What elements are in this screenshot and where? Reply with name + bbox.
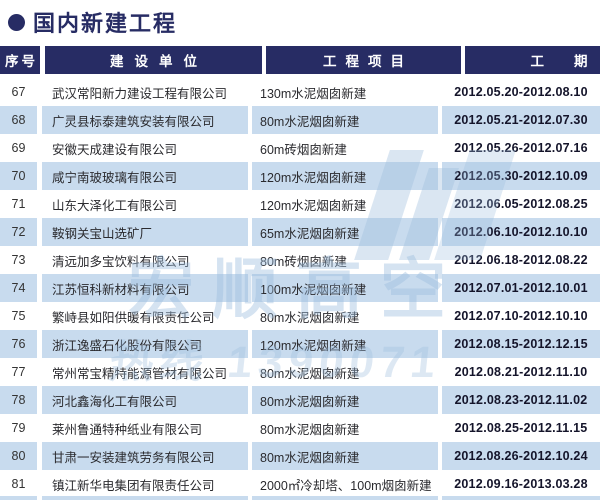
period-cell: 2012.07.10-2012.10.10 (454, 309, 588, 323)
row-number-cell: 70 (0, 162, 37, 190)
row-number-cell: 81 (11, 477, 26, 491)
table-row: 75 繁峙县如阳供暖有限责任公司 80m水泥烟囱新建 2012.07.10-2012.… (0, 302, 600, 330)
column-header-no: 序号 (0, 46, 40, 74)
project-cell: 120m水泥烟囱新建 (260, 198, 367, 213)
project-cell: 2000㎡冷却塔、100m烟囱新建 (260, 478, 432, 493)
company-cell: 武汉常阳新力建设工程有限公司 (52, 86, 228, 101)
table-row: 81 镇江新华电集团有限责任公司 2000㎡冷却塔、100m烟囱新建 2012.09.… (0, 470, 600, 498)
table-row: 68 广灵县标泰建筑安装有限公司 80m水泥烟囱新建 2012.05.21-2012.… (0, 106, 600, 134)
project-cell: 80m水泥烟囱新建 (252, 442, 438, 470)
table-row: 67 武汉常阳新力建设工程有限公司 130m水泥烟囱新建 2012.05.20-201… (0, 78, 600, 106)
period-cell: 2012.06.18-2012.08.22 (454, 253, 588, 267)
period-cell: 2012.08.25-2012.11.15 (454, 421, 588, 435)
table-row: 70 咸宁南玻玻璃有限公司 120m水泥烟囱新建 2012.05.30-2012.10… (0, 162, 600, 190)
table-row: 71 山东大泽化工有限公司 120m水泥烟囱新建 2012.06.05-2012.08… (0, 190, 600, 218)
sliver-cell (42, 496, 248, 500)
table-header-row: 序号 建设单位 工程项目 工期 (0, 46, 600, 74)
period-cell: 2012.09.16-2013.03.28 (454, 477, 588, 491)
row-number-cell: 76 (0, 330, 37, 358)
company-cell: 镇江新华电集团有限责任公司 (52, 478, 215, 493)
column-header-project: 工程项目 (266, 46, 461, 74)
table-row: 69 安徽天成建设有限公司 60m砖烟囱新建 2012.05.26-2012.07.1… (0, 134, 600, 162)
period-cell: 2012.05.20-2012.08.10 (454, 85, 588, 99)
next-row-sliver (0, 496, 600, 500)
row-number-cell: 79 (11, 421, 26, 435)
company-cell: 浙江逸盛石化股份有限公司 (42, 330, 248, 358)
period-cell: 2012.06.10-2012.10.10 (442, 218, 600, 246)
project-cell: 100m水泥烟囱新建 (252, 274, 438, 302)
company-cell: 甘肃一安装建筑劳务有限公司 (42, 442, 248, 470)
project-cell: 65m水泥烟囱新建 (252, 218, 438, 246)
company-cell: 广灵县标泰建筑安装有限公司 (42, 106, 248, 134)
period-cell: 2012.06.05-2012.08.25 (454, 197, 588, 211)
company-cell: 咸宁南玻玻璃有限公司 (42, 162, 248, 190)
project-cell: 80m水泥烟囱新建 (260, 422, 360, 437)
project-cell: 80m砖烟囱新建 (260, 254, 347, 269)
company-cell: 常州常宝精特能源管材有限公司 (52, 366, 228, 381)
table-row: 78 河北鑫海化工有限公司 80m水泥烟囱新建 2012.08.23-2012.11.… (0, 386, 600, 414)
period-cell: 2012.08.23-2012.11.02 (442, 386, 600, 414)
period-cell: 2012.05.30-2012.10.09 (442, 162, 600, 190)
period-cell: 2012.08.21-2012.11.10 (454, 365, 588, 379)
section-title-bar: 国内新建工程 (8, 6, 177, 38)
table-row: 73 清远加多宝饮料有限公司 80m砖烟囱新建 2012.06.18-2012.08.… (0, 246, 600, 274)
row-number-cell: 77 (11, 365, 26, 379)
company-cell: 莱州鲁通特种纸业有限公司 (52, 422, 203, 437)
row-number-cell: 68 (0, 106, 37, 134)
period-cell: 2012.05.21-2012.07.30 (442, 106, 600, 134)
row-number-cell: 67 (11, 85, 26, 99)
table-row: 77 常州常宝精特能源管材有限公司 80m水泥烟囱新建 2012.08.21-2012… (0, 358, 600, 386)
company-cell: 鞍钢关宝山选矿厂 (42, 218, 248, 246)
company-cell: 山东大泽化工有限公司 (52, 198, 178, 213)
period-cell: 2012.08.15-2012.12.15 (442, 330, 600, 358)
row-number-cell: 80 (0, 442, 37, 470)
company-cell: 清远加多宝饮料有限公司 (52, 254, 190, 269)
project-cell: 130m水泥烟囱新建 (260, 86, 367, 101)
period-cell: 2012.08.26-2012.10.24 (442, 442, 600, 470)
row-number-cell: 71 (11, 197, 26, 211)
project-cell: 80m水泥烟囱新建 (252, 106, 438, 134)
project-cell: 80m水泥烟囱新建 (252, 386, 438, 414)
row-number-cell: 74 (0, 274, 37, 302)
table-row: 72 鞍钢关宝山选矿厂 65m水泥烟囱新建 2012.06.10-2012.10.10 (0, 218, 600, 246)
table-row: 74 江苏恒科新材料有限公司 100m水泥烟囱新建 2012.07.01-2012.1… (0, 274, 600, 302)
sliver-cell (0, 496, 37, 500)
sliver-cell (252, 496, 438, 500)
company-cell: 河北鑫海化工有限公司 (42, 386, 248, 414)
row-number-cell: 73 (11, 253, 26, 267)
project-cell: 60m砖烟囱新建 (260, 142, 347, 157)
table-row: 76 浙江逸盛石化股份有限公司 120m水泥烟囱新建 2012.08.15-2012.… (0, 330, 600, 358)
project-cell: 120m水泥烟囱新建 (252, 162, 438, 190)
table-row: 80 甘肃一安装建筑劳务有限公司 80m水泥烟囱新建 2012.08.26-2012.… (0, 442, 600, 470)
company-cell: 江苏恒科新材料有限公司 (42, 274, 248, 302)
company-cell: 安徽天成建设有限公司 (52, 142, 178, 157)
sliver-cell (442, 496, 600, 500)
bullet-icon (8, 13, 25, 31)
row-number-cell: 72 (0, 218, 37, 246)
column-header-company: 建设单位 (45, 46, 262, 74)
period-cell: 2012.05.26-2012.07.16 (454, 141, 588, 155)
column-header-period: 工期 (465, 46, 600, 74)
row-number-cell: 75 (11, 309, 26, 323)
company-cell: 繁峙县如阳供暖有限责任公司 (52, 310, 215, 325)
project-cell: 120m水泥烟囱新建 (252, 330, 438, 358)
row-number-cell: 78 (0, 386, 37, 414)
project-cell: 80m水泥烟囱新建 (260, 366, 360, 381)
period-cell: 2012.07.01-2012.10.01 (442, 274, 600, 302)
project-cell: 80m水泥烟囱新建 (260, 310, 360, 325)
page-title: 国内新建工程 (33, 11, 178, 36)
table-body: 67 武汉常阳新力建设工程有限公司 130m水泥烟囱新建 2012.05.20-201… (0, 78, 600, 498)
table-row: 79 莱州鲁通特种纸业有限公司 80m水泥烟囱新建 2012.08.25-2012.1… (0, 414, 600, 442)
row-number-cell: 69 (11, 141, 26, 155)
